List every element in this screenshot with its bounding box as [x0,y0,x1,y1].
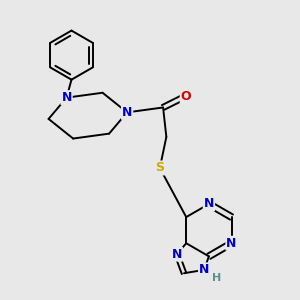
Text: H: H [212,273,221,283]
Text: S: S [155,161,164,175]
Text: N: N [226,237,237,250]
Text: O: O [181,89,191,103]
Text: N: N [61,91,72,104]
Text: N: N [122,106,132,119]
Text: N: N [172,248,182,261]
Text: N: N [204,197,214,211]
Text: N: N [199,263,209,276]
